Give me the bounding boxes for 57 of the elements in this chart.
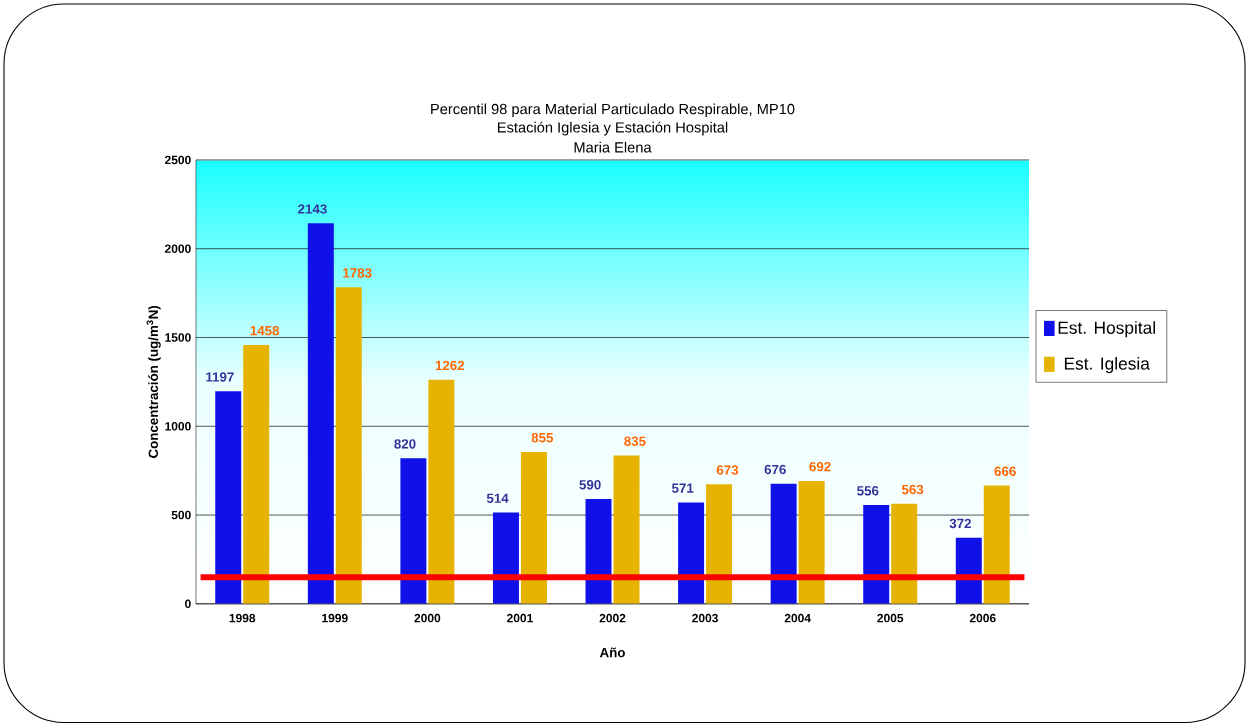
- text: Maria Elena: [574, 141, 652, 153]
- bar: [706, 484, 733, 604]
- data-label: 673: [716, 465, 739, 475]
- bar: [400, 458, 427, 604]
- legend-label: Est. Hospital: [1058, 320, 1155, 338]
- bar: [770, 483, 797, 604]
- bar: [492, 512, 519, 604]
- bar: [983, 485, 1010, 604]
- bar: [891, 503, 918, 604]
- data-label: 563: [901, 484, 924, 495]
- bar: [863, 504, 890, 604]
- data-label: 855: [531, 432, 554, 443]
- bar: [243, 344, 270, 604]
- bar: [798, 480, 825, 604]
- data-label: 372: [949, 518, 971, 528]
- data-label: 514: [486, 493, 509, 503]
- x-tick-label: 2004: [784, 613, 811, 623]
- bar: [613, 455, 640, 604]
- y-tick-label: 2500: [164, 155, 191, 164]
- legend-label: Est. Iglesia: [1064, 356, 1150, 373]
- x-tick-label: 1998: [229, 613, 256, 623]
- data-label: 556: [857, 485, 879, 496]
- data-label: 2143: [298, 204, 327, 214]
- y-tick-label: 500: [171, 510, 191, 520]
- data-label: 835: [624, 436, 646, 446]
- x-tick-label: 2003: [692, 613, 718, 623]
- data-label: 692: [809, 461, 831, 472]
- bar: [335, 287, 362, 604]
- x-tick-label: 1999: [322, 613, 348, 623]
- chart-subtitle: Estación Iglesia y Estación Hospital: [497, 121, 728, 136]
- data-label: 1262: [435, 360, 465, 370]
- chart-title: Percentil 98 para Material Particulado Respirable, MP10: [431, 103, 795, 117]
- x-tick-label: 2002: [599, 613, 626, 623]
- y-tick-label: 2000: [164, 244, 191, 253]
- x-axis-title: Año: [599, 647, 625, 658]
- data-label: 676: [764, 464, 786, 474]
- bar: [520, 451, 547, 604]
- x-tick-label: 2000: [414, 613, 441, 623]
- y-axis-title: Concentración (ug/m$^{3}$N): [146, 305, 161, 458]
- bar: [585, 498, 612, 604]
- bar: [678, 502, 705, 604]
- x-tick-label: 2005: [877, 613, 904, 623]
- y-tick-label: 1000: [165, 421, 191, 431]
- x-tick-label: 2001: [507, 613, 533, 623]
- bar: [428, 379, 455, 604]
- data-label: 590: [579, 479, 601, 490]
- data-label: 571: [671, 483, 694, 493]
- data-label: 820: [394, 438, 416, 449]
- bar: [215, 391, 242, 604]
- data-label: 666: [994, 466, 1016, 476]
- data-label: 1458: [250, 325, 280, 336]
- bar: [307, 223, 334, 604]
- y-tick-label: 1500: [165, 333, 191, 342]
- data-label: 1783: [343, 267, 372, 278]
- x-tick-label: 2006: [969, 613, 996, 623]
- y-tick-label: 0: [185, 599, 191, 608]
- data-label: 1197: [206, 372, 234, 382]
